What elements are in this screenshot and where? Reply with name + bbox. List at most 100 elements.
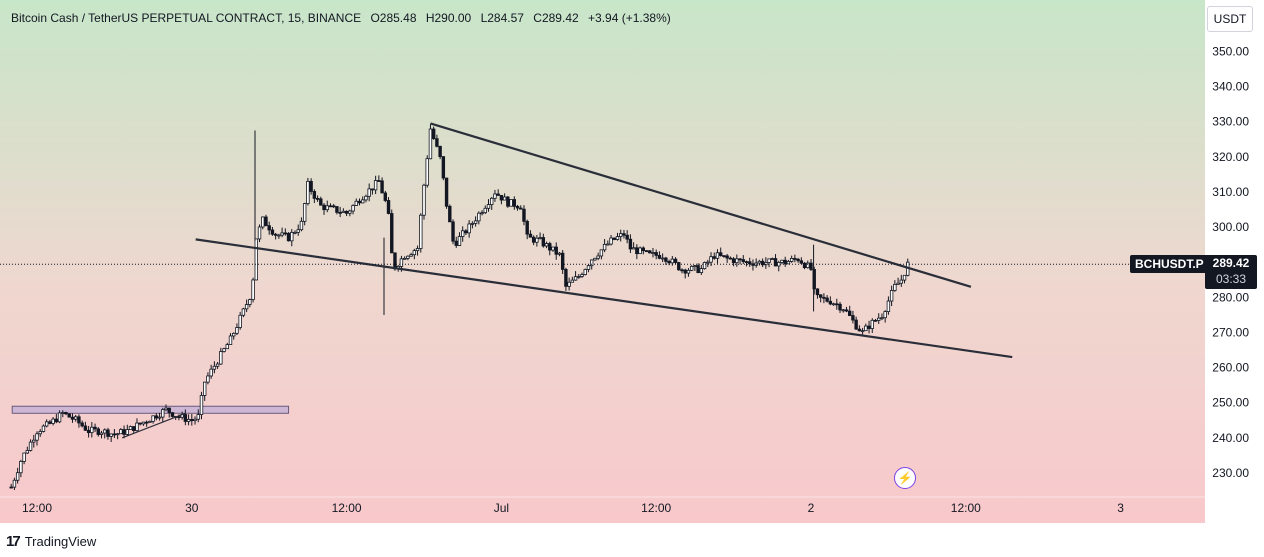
candle-body (44, 421, 49, 427)
last-price-value: 289.42 (1212, 256, 1250, 271)
candle-body (196, 414, 200, 420)
candle-body (251, 279, 255, 300)
candle-body (889, 290, 894, 302)
x-tick-label: Jul (494, 501, 509, 515)
candle-body (328, 205, 333, 208)
candle-body (193, 418, 197, 422)
trendline-upper[interactable] (430, 122, 972, 288)
candle-body (406, 255, 410, 259)
y-tick-label: 300.00 (1212, 220, 1249, 234)
candle-body (264, 216, 268, 227)
candle-body (509, 199, 513, 207)
candle-body (206, 375, 210, 383)
candle-body (660, 257, 665, 260)
price-chart[interactable]: 230.00240.00250.00260.00270.00280.00290.… (0, 0, 1264, 523)
candle-body (864, 325, 868, 332)
candle-body (470, 222, 475, 225)
currency-unit-button[interactable]: USDT (1207, 6, 1253, 32)
candle-body (412, 250, 417, 256)
candle-body (631, 247, 636, 250)
candle-body (144, 421, 149, 424)
candle-body (70, 416, 75, 420)
candle-body (96, 428, 100, 435)
y-tick-label: 320.00 (1212, 150, 1249, 164)
candle-body (706, 261, 710, 264)
candle-body (386, 200, 391, 214)
candle-body (380, 180, 384, 194)
candle-body (635, 247, 639, 255)
candle-body (90, 426, 94, 434)
candle-body (441, 156, 446, 179)
candle-body (609, 237, 613, 245)
candle-body (219, 351, 223, 365)
candle-body (54, 418, 59, 423)
candle-body (493, 193, 497, 199)
candle-body (496, 193, 500, 196)
candle-body (19, 460, 23, 474)
candle-body (860, 330, 865, 333)
candle-body (628, 238, 633, 250)
candle-body (57, 412, 62, 423)
y-tick-label: 230.00 (1212, 466, 1249, 480)
candle-body (270, 229, 275, 235)
candle-body (548, 243, 552, 251)
candle-body (51, 418, 55, 424)
candle-body (615, 236, 620, 240)
tradingview-brand[interactable]: 17 TradingView (6, 533, 96, 550)
candle-body (683, 269, 687, 274)
candle-body (715, 252, 720, 259)
candle-body (125, 429, 129, 435)
candle-body (567, 281, 571, 287)
candle-body (319, 198, 323, 206)
candle-body (106, 429, 110, 437)
candle-body (109, 433, 113, 437)
chart-area[interactable]: 230.00240.00250.00260.00270.00280.00290.… (0, 0, 1264, 523)
y-tick-label: 330.00 (1212, 115, 1249, 129)
candle-body (122, 429, 126, 435)
candle-body (112, 433, 117, 436)
candle-body (103, 429, 107, 434)
flash-icon[interactable]: ⚡ (894, 467, 916, 489)
candle-body (815, 288, 820, 296)
candle-body (9, 486, 13, 489)
support-zone-rect[interactable] (11, 405, 290, 414)
candle-body (886, 300, 891, 313)
y-tick-label: 280.00 (1212, 290, 1249, 304)
candle-body (670, 258, 675, 264)
candle-body (74, 416, 78, 420)
candle-body (499, 194, 504, 201)
candle-body (828, 300, 833, 305)
candle-body (467, 223, 471, 234)
candle-body (686, 269, 691, 274)
trendline-minor[interactable] (121, 412, 186, 439)
candle-body (541, 237, 546, 247)
symbol-name[interactable]: Bitcoin Cash / TetherUS PERPETUAL CONTRA… (11, 11, 362, 25)
candle-body (254, 238, 258, 281)
candle-body (502, 196, 507, 201)
candle-body (902, 274, 907, 281)
candle-body (696, 265, 700, 273)
candle-body (154, 415, 159, 419)
candle-body (309, 180, 313, 192)
x-tick-label: 3 (1117, 501, 1124, 515)
candle-body (341, 210, 346, 213)
candle-body (351, 205, 355, 212)
trendline-lower[interactable] (195, 238, 1013, 359)
change-value: +3.94 (+1.38%) (588, 11, 671, 25)
candle-body (796, 258, 800, 262)
candle-body (648, 250, 652, 254)
candle-body (267, 225, 271, 231)
candle-body (564, 269, 568, 287)
candle-body (851, 315, 855, 321)
x-tick-label: 2 (808, 501, 815, 515)
candle-body (354, 200, 358, 206)
candle-body (512, 199, 516, 207)
candle-body (83, 425, 88, 431)
open-value: O285.48 (370, 11, 417, 25)
candle-body (290, 231, 294, 242)
candle-body (132, 426, 136, 431)
candle-body (357, 200, 362, 204)
candle-body (590, 259, 594, 267)
candle-body (515, 205, 520, 209)
candle-body (302, 203, 307, 222)
